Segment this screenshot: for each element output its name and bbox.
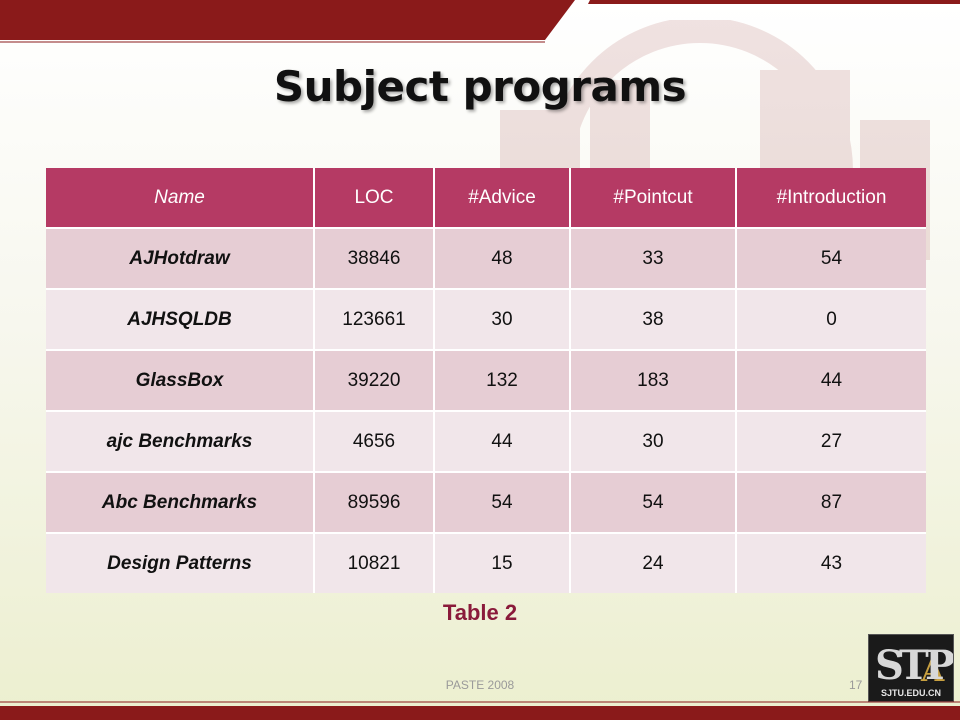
cell-advice: 54 — [434, 471, 571, 533]
cell-introduction: 54 — [736, 227, 926, 289]
cell-advice: 44 — [434, 410, 571, 472]
header-pointcut: #Pointcut — [570, 168, 737, 228]
svg-text:S: S — [875, 642, 904, 689]
sjtu-logo-icon: S T A P SJTU.EDU.CN — [868, 634, 955, 702]
cell-pointcut: 30 — [570, 410, 737, 472]
cell-introduction: 27 — [736, 410, 926, 472]
cell-advice: 48 — [434, 227, 571, 289]
cell-advice: 15 — [434, 532, 571, 593]
slide-title: Subject programs — [273, 62, 687, 111]
cell-introduction: 44 — [736, 349, 926, 411]
table-row: AJHSQLDB 123661 30 38 0 — [46, 288, 926, 350]
cell-name: Design Patterns — [46, 532, 315, 593]
cell-name: AJHotdraw — [46, 227, 315, 289]
table-row: ajc Benchmarks 4656 44 30 27 — [46, 410, 926, 472]
header-advice: #Advice — [434, 168, 571, 228]
cell-name: GlassBox — [46, 349, 315, 411]
header-name: Name — [46, 168, 315, 228]
cell-pointcut: 24 — [570, 532, 737, 593]
logo-text: SJTU.EDU.CN — [880, 688, 941, 698]
cell-name: ajc Benchmarks — [46, 410, 315, 472]
cell-loc: 39220 — [314, 349, 435, 411]
cell-name: Abc Benchmarks — [46, 471, 315, 533]
table-header-row: Name LOC #Advice #Pointcut #Introduction — [46, 168, 926, 228]
table-row: AJHotdraw 38846 48 33 54 — [46, 227, 926, 289]
table-row: GlassBox 39220 132 183 44 — [46, 349, 926, 411]
cell-pointcut: 54 — [570, 471, 737, 533]
cell-introduction: 0 — [736, 288, 926, 350]
cell-advice: 132 — [434, 349, 571, 411]
footer-text: PASTE 2008 — [445, 678, 515, 692]
page-number: 17 — [849, 678, 863, 692]
cell-loc: 38846 — [314, 227, 435, 289]
table-caption: Table 2 — [442, 600, 518, 625]
header-loc: LOC — [314, 168, 435, 228]
cell-name: AJHSQLDB — [46, 288, 315, 350]
cell-introduction: 43 — [736, 532, 926, 593]
cell-loc: 89596 — [314, 471, 435, 533]
cell-pointcut: 33 — [570, 227, 737, 289]
svg-text:P: P — [925, 642, 953, 689]
table-row: Abc Benchmarks 89596 54 54 87 — [46, 471, 926, 533]
svg-text:T: T — [899, 642, 929, 689]
cell-loc: 10821 — [314, 532, 435, 593]
cell-advice: 30 — [434, 288, 571, 350]
cell-pointcut: 183 — [570, 349, 737, 411]
cell-introduction: 87 — [736, 471, 926, 533]
table-row: Design Patterns 10821 15 24 43 — [46, 532, 926, 593]
svg-text:A: A — [920, 654, 945, 689]
top-accent-bar — [0, 0, 960, 44]
bottom-accent-bar — [0, 700, 960, 720]
cell-loc: 4656 — [314, 410, 435, 472]
header-introduction: #Introduction — [736, 168, 926, 228]
subject-programs-table: Name LOC #Advice #Pointcut #Introduction… — [46, 168, 926, 593]
cell-loc: 123661 — [314, 288, 435, 350]
cell-pointcut: 38 — [570, 288, 737, 350]
